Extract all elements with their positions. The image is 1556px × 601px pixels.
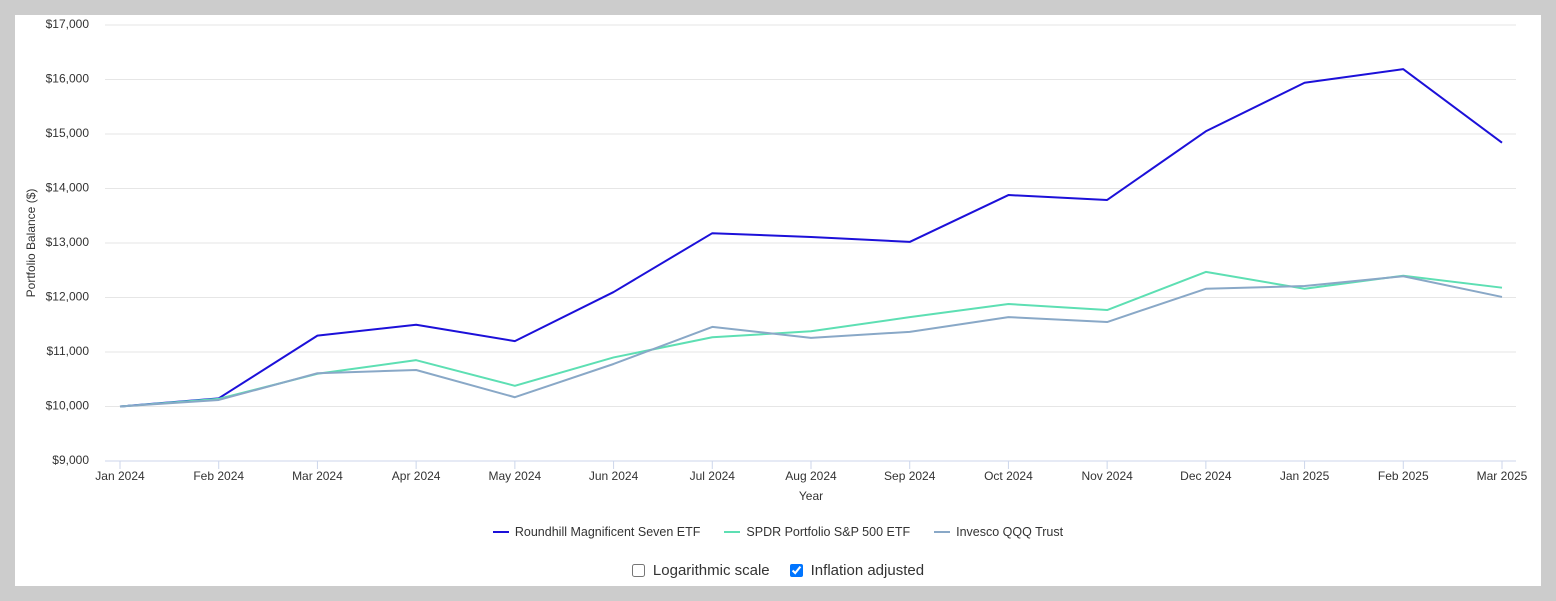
x-tick-label: Feb 2024	[193, 469, 244, 483]
y-tick-label: $10,000	[46, 399, 90, 413]
x-tick-label: Nov 2024	[1081, 469, 1133, 483]
y-tick-label: $14,000	[46, 181, 90, 195]
x-tick-label: Oct 2024	[984, 469, 1033, 483]
x-tick-label: Mar 2024	[292, 469, 343, 483]
y-tick-label: $15,000	[46, 126, 90, 140]
legend-item[interactable]: Roundhill Magnificent Seven ETF	[492, 525, 701, 539]
series-line	[119, 275, 1503, 408]
legend-label: Roundhill Magnificent Seven ETF	[514, 525, 701, 539]
y-tick-label: $9,000	[52, 453, 89, 467]
x-tick-label: Feb 2025	[1378, 469, 1429, 483]
legend-item[interactable]: SPDR Portfolio S&P 500 ETF	[724, 525, 910, 539]
y-tick-label: $17,000	[46, 17, 90, 31]
control: Logarithmic scale	[631, 562, 770, 579]
legend-swatch	[724, 531, 741, 533]
y-axis-label: Portfolio Balance ($)	[24, 189, 38, 298]
x-tick-label: Sep 2024	[884, 469, 936, 483]
control-label: Logarithmic scale	[652, 562, 770, 579]
y-tick-label: $13,000	[46, 235, 90, 249]
series-line	[119, 68, 1503, 408]
x-tick-label: Jul 2024	[690, 469, 736, 483]
x-tick-label: Jan 2025	[1280, 469, 1330, 483]
legend: Roundhill Magnificent Seven ETF SPDR Port…	[15, 525, 1541, 539]
y-tick-label: $11,000	[47, 344, 90, 358]
x-tick-label: Dec 2024	[1180, 469, 1232, 483]
y-tick-label: $12,000	[46, 290, 90, 304]
y-tick-label: $16,000	[46, 72, 90, 86]
controls: Logarithmic scale Inflation adjusted	[15, 562, 1541, 579]
legend-swatch	[934, 531, 951, 533]
legend-swatch	[492, 531, 509, 533]
x-axis-label: Year	[799, 489, 823, 503]
x-tick-label: Apr 2024	[392, 469, 441, 483]
x-tick-label: May 2024	[489, 469, 542, 483]
x-tick-label: Aug 2024	[785, 469, 837, 483]
checkbox[interactable]	[789, 564, 803, 577]
legend-item[interactable]: Invesco QQQ Trust	[934, 525, 1063, 539]
chart-panel	[15, 15, 1541, 586]
legend-label: SPDR Portfolio S&P 500 ETF	[746, 525, 911, 539]
x-tick-label: Jun 2024	[589, 469, 639, 483]
x-tick-label: Mar 2025	[1477, 469, 1528, 483]
checkbox[interactable]	[631, 564, 645, 577]
control: Inflation adjusted	[789, 562, 925, 579]
control-label: Inflation adjusted	[810, 562, 925, 579]
x-tick-label: Jan 2024	[95, 469, 145, 483]
series-line	[119, 270, 1503, 408]
legend-label: Invesco QQQ Trust	[956, 525, 1064, 539]
